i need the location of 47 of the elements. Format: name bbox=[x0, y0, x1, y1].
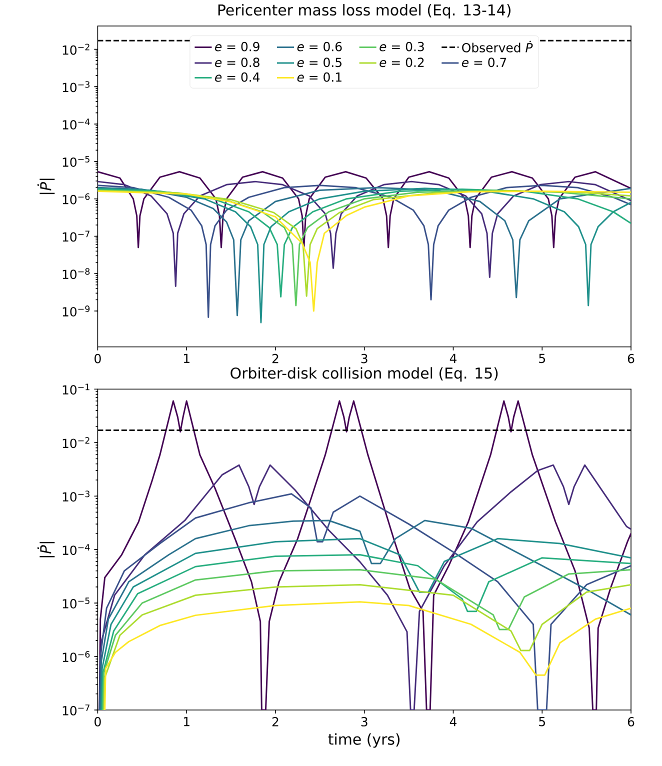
x-tick-label: 1 bbox=[184, 717, 190, 726]
ref-line-label: Observed Ṗ bbox=[462, 40, 533, 52]
x-tick-label: 3 bbox=[361, 354, 368, 364]
legend-label: e = 0.7 bbox=[462, 58, 506, 68]
chart-title: Pericenter mass loss model (Eq. 13-14) bbox=[218, 4, 510, 18]
x-tick-label: 0 bbox=[94, 717, 101, 726]
line-series bbox=[98, 171, 632, 248]
y-tick-label: 10$^{−3}$ bbox=[62, 81, 90, 92]
x-tick-label: 6 bbox=[628, 354, 634, 364]
y-tick-label: 10$^{−8}$ bbox=[62, 268, 90, 280]
y-tick-label: 10$^{−3}$ bbox=[62, 490, 90, 502]
legend-label: e = 0.1 bbox=[297, 72, 342, 82]
x-tick-label: 3 bbox=[361, 717, 368, 726]
legend-label: e = 0.6 bbox=[297, 42, 342, 52]
legend-label: e = 0.5 bbox=[297, 58, 342, 68]
y-tick-label: 10$^{−2}$ bbox=[62, 437, 90, 448]
chart-title: Orbiter-disk collision model (Eq. 15) bbox=[230, 367, 498, 382]
y-tick-label: 10$^{−2}$ bbox=[62, 44, 90, 55]
legend-label: e = 0.4 bbox=[215, 72, 260, 82]
x-tick-label: 5 bbox=[539, 717, 545, 726]
x-tick-label: 0 bbox=[94, 354, 101, 364]
x-axis-title: time (yrs) bbox=[328, 733, 400, 748]
x-tick-label: 2 bbox=[272, 354, 278, 364]
y-tick-label: 10$^{−4}$ bbox=[62, 118, 90, 130]
y-tick-label: 10$^{−9}$ bbox=[62, 306, 90, 316]
x-tick-label: 4 bbox=[450, 717, 456, 726]
y-tick-label: 10$^{−1}$ bbox=[62, 384, 90, 395]
legend-label: e = 0.2 bbox=[380, 58, 424, 68]
x-tick-label: 2 bbox=[272, 717, 278, 726]
y-tick-label: 10$^{−5}$ bbox=[62, 156, 90, 167]
y-tick-label: 10$^{−5}$ bbox=[62, 598, 90, 608]
y-tick-label: 10$^{−6}$ bbox=[62, 193, 90, 204]
y-axis-title: |Ṗ| bbox=[37, 542, 55, 558]
legend-label: e = 0.3 bbox=[380, 42, 424, 52]
line-series bbox=[98, 180, 632, 287]
y-tick-label: 10$^{−6}$ bbox=[62, 651, 90, 662]
legend-label: e = 0.8 bbox=[215, 58, 260, 68]
x-tick-label: 5 bbox=[539, 354, 545, 364]
legend-label: e = 0.9 bbox=[215, 42, 260, 52]
y-tick-label: 10$^{−4}$ bbox=[62, 544, 90, 556]
line-series bbox=[98, 400, 632, 710]
y-axis-title: |Ṗ| bbox=[37, 178, 55, 194]
x-tick-label: 6 bbox=[628, 717, 634, 726]
x-tick-label: 4 bbox=[450, 354, 456, 363]
x-tick-label: 1 bbox=[184, 354, 190, 363]
y-tick-label: 10$^{−7}$ bbox=[62, 704, 90, 716]
y-tick-label: 10$^{−7}$ bbox=[62, 230, 90, 242]
